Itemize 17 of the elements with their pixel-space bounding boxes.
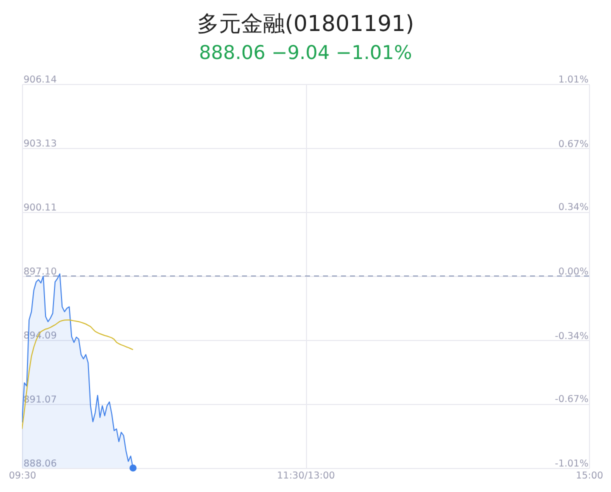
y2-tick-label: 0.67% <box>558 139 588 150</box>
y2-tick-label: 0.00% <box>558 266 588 278</box>
x-tick-label: 11:30/13:00 <box>277 470 335 482</box>
x-tick-label: 09:30 <box>8 470 36 482</box>
chart-subtitle: 888.06 −9.04 −1.01% <box>198 42 412 64</box>
y-tick-label: 897.10 <box>24 266 57 278</box>
y2-tick-label: 0.34% <box>558 202 588 213</box>
y-tick-label: 906.14 <box>24 74 57 86</box>
chart-title: 多元金融(01801191) <box>196 12 414 37</box>
y-tick-label: 888.06 <box>24 458 57 470</box>
y-tick-label: 900.11 <box>24 202 57 214</box>
y-tick-label: 903.13 <box>24 138 57 150</box>
y2-tick-label: -0.67% <box>554 394 588 405</box>
y2-tick-label: -1.01% <box>554 458 588 470</box>
y2-tick-label: 1.01% <box>558 74 588 86</box>
x-tick-label: 15:00 <box>576 470 604 482</box>
y2-tick-label: -0.34% <box>554 331 588 342</box>
